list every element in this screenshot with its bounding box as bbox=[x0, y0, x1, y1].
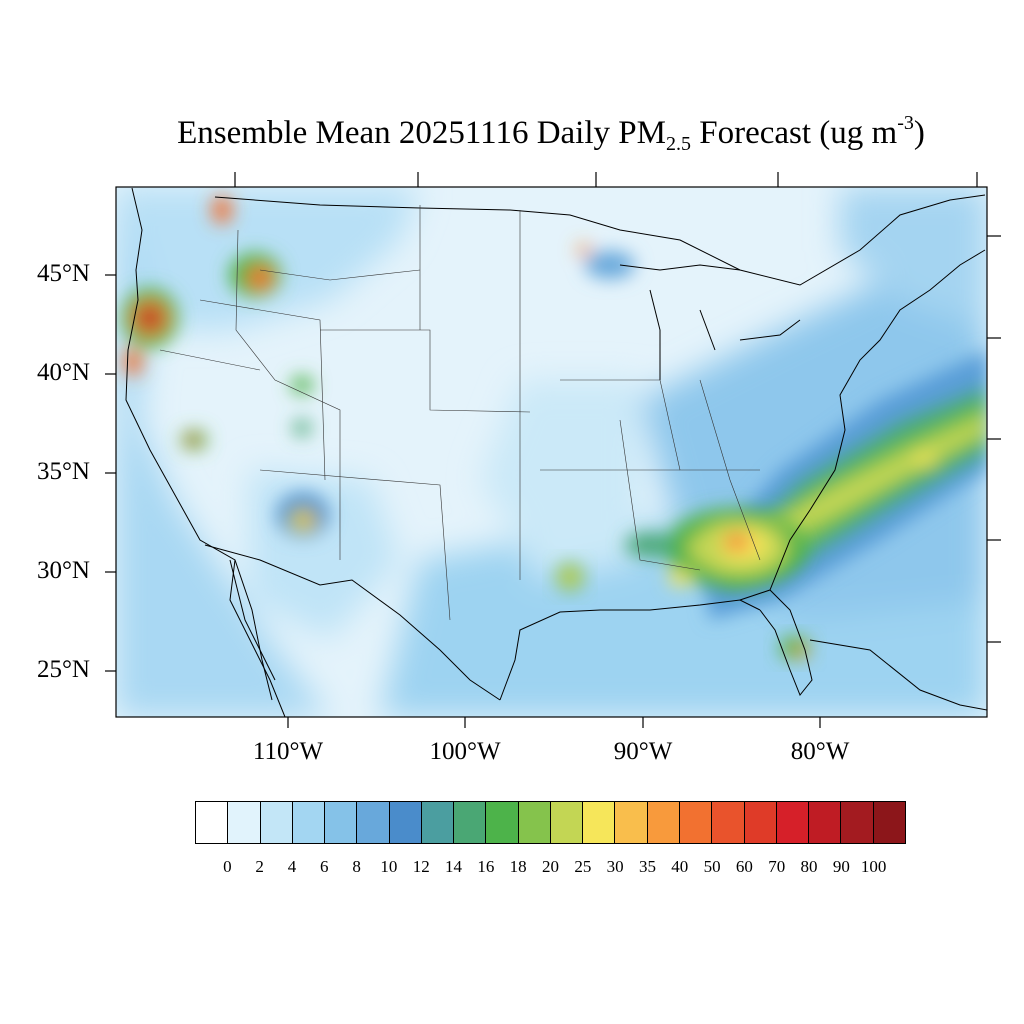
louisiana-hotspot bbox=[556, 563, 584, 591]
colorbar-label: 12 bbox=[412, 857, 430, 876]
baja-coast bbox=[229, 559, 286, 717]
lat-label-25: 25°N bbox=[36, 656, 90, 683]
colorbar-swatch-5 bbox=[357, 802, 390, 843]
colorbar bbox=[195, 801, 906, 844]
colorbar-swatch-2 bbox=[260, 802, 293, 843]
pacific-shading bbox=[116, 187, 330, 717]
tick-marks bbox=[105, 172, 1001, 728]
colorbar-label: 25 bbox=[574, 857, 592, 876]
colorbar-swatch-8 bbox=[454, 802, 487, 843]
south-florida-hotspot bbox=[779, 636, 811, 660]
lat-label-30: 30°N bbox=[36, 557, 90, 584]
western-hotspots bbox=[122, 196, 635, 537]
colorbar-swatch-14 bbox=[647, 802, 680, 843]
gulf-of-california bbox=[229, 559, 276, 681]
concentration-field bbox=[116, 187, 987, 717]
gulf-coast bbox=[499, 599, 761, 701]
southeast-plume bbox=[625, 508, 805, 588]
cuba bbox=[809, 639, 987, 711]
colorbar-label: 70 bbox=[768, 857, 786, 876]
colorbar-label: 2 bbox=[255, 857, 264, 876]
mexico-border bbox=[204, 544, 501, 701]
colorbar-swatch-17 bbox=[744, 802, 777, 843]
colorbar-swatch-10 bbox=[518, 802, 551, 843]
colorbar-swatch-4 bbox=[325, 802, 358, 843]
colorbar-label: 90 bbox=[832, 857, 850, 876]
state-lines bbox=[159, 205, 761, 621]
colorbar-label: 6 bbox=[320, 857, 329, 876]
colorbar-label: 20 bbox=[542, 857, 559, 876]
colorbar-label: 100 bbox=[860, 857, 887, 876]
lon-label-110w: 110°W bbox=[252, 738, 324, 765]
colorbar-label: 4 bbox=[287, 857, 297, 876]
colorbar-swatch-16 bbox=[712, 802, 745, 843]
colorbar-swatch-6 bbox=[389, 802, 422, 843]
colorbar-label: 35 bbox=[638, 857, 656, 876]
colorbar-label: 10 bbox=[380, 857, 398, 876]
colorbar-label: 18 bbox=[509, 857, 527, 876]
map-frame bbox=[115, 186, 988, 718]
colorbar-swatch-1 bbox=[228, 802, 261, 843]
map-title: Ensemble Mean 20251116 Daily PM2.5 Forec… bbox=[177, 112, 925, 155]
colorbar-label: 0 bbox=[223, 857, 232, 876]
lat-label-35: 35°N bbox=[36, 458, 90, 485]
lon-label-100w: 100°W bbox=[429, 738, 501, 765]
colorbar-label: 50 bbox=[703, 857, 721, 876]
lat-label-40: 40°N bbox=[36, 359, 90, 386]
colorbar-swatch-18 bbox=[776, 802, 810, 843]
lon-label-90w: 90°W bbox=[613, 738, 673, 765]
florida bbox=[739, 589, 813, 696]
west-coast bbox=[125, 187, 273, 701]
lon-label-80w: 80°W bbox=[790, 738, 850, 765]
colorbar-label: 60 bbox=[735, 857, 753, 876]
colorbar-label: 30 bbox=[606, 857, 624, 876]
atlantic-coast bbox=[769, 249, 986, 591]
colorbar-swatch-20 bbox=[841, 802, 874, 843]
colorbar-label: 8 bbox=[352, 857, 361, 876]
colorbar-swatch-0 bbox=[196, 802, 229, 843]
great-lakes bbox=[619, 264, 801, 380]
colorbar-swatch-21 bbox=[873, 802, 905, 843]
colorbar-swatch-15 bbox=[679, 802, 713, 843]
colorbar-label: 14 bbox=[445, 857, 463, 876]
northeast-shading bbox=[840, 187, 987, 330]
colorbar-swatch-7 bbox=[421, 802, 455, 843]
lat-label-45: 45°N bbox=[36, 260, 90, 287]
colorbar-swatch-11 bbox=[550, 802, 584, 843]
colorbar-swatch-3 bbox=[292, 802, 326, 843]
colorbar-label: 80 bbox=[800, 857, 818, 876]
gulf-shading bbox=[380, 520, 987, 717]
colorbar-swatch-9 bbox=[486, 802, 519, 843]
colorbar-label: 40 bbox=[671, 857, 689, 876]
colorbar-label: 16 bbox=[477, 857, 495, 876]
colorbar-swatch-19 bbox=[809, 802, 842, 843]
colorbar-swatch-12 bbox=[583, 802, 616, 843]
colorbar-swatch-13 bbox=[615, 802, 648, 843]
